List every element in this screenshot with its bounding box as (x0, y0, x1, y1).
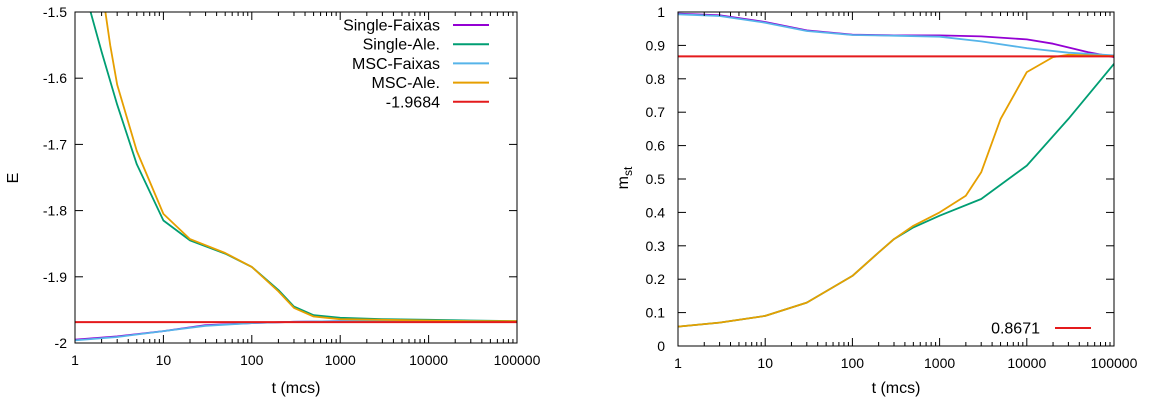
x-tick-label: 1000 (325, 352, 356, 368)
legend-label: 0.8671 (991, 321, 1040, 338)
legend-label: MSC-Faixas (352, 56, 440, 73)
y-tick-label: 0.9 (646, 37, 666, 53)
x-tick-label: 10 (757, 355, 773, 371)
y-axis-label: E (5, 173, 22, 184)
y-tick-label: -1.9 (43, 269, 67, 285)
y-tick-label: 0 (657, 338, 665, 354)
y-tick-label: -1.5 (43, 4, 67, 20)
y-tick-label: -1.7 (43, 136, 67, 152)
x-tick-label: 1 (71, 352, 79, 368)
legend: Single-Faixas Single-Ale. MSC-Faixas MSC-Al… (343, 18, 489, 111)
plot-frame (74, 11, 518, 344)
x-tick-label: 1000 (924, 355, 955, 371)
y-tick-label: 0.6 (646, 138, 666, 154)
series-line-4 (104, 12, 517, 323)
series-group (75, 12, 517, 342)
x-tick-label: 10000 (409, 352, 448, 368)
legend-label: Single-Ale. (363, 37, 440, 54)
y-tick-label: 0.8 (646, 71, 666, 87)
chart-1: 1 10 100 1000 10000 100000 -2 -1.9 -1.8 -1.7 -1.6 -… (5, 4, 541, 397)
y-tick-label: 0.1 (646, 305, 666, 321)
series-line-3 (678, 13, 1114, 57)
y-tick-label: -1.6 (43, 70, 67, 86)
x-tick-label: 10000 (1007, 355, 1046, 371)
series-line-2 (678, 63, 1114, 328)
y-tick-label: 1 (657, 4, 665, 20)
x-tick-label: 100 (240, 352, 264, 368)
y-tick-label: -1.8 (43, 203, 67, 219)
plot-frame (677, 11, 1115, 347)
y-tick-label: 0.7 (646, 104, 666, 120)
x-tick-label: 10 (156, 352, 172, 368)
x-tick-label: 100000 (494, 352, 541, 368)
y-tick-label: -2 (55, 335, 68, 351)
x-tick-label: 100 (841, 355, 865, 371)
legend-label: -1.9684 (386, 94, 440, 111)
chart-2: 1 10 100 1000 10000 100000 0 0.1 0.2 0.3 0.4 0.5 0.6… (615, 4, 1138, 397)
y-tick-label: 0.4 (646, 204, 666, 220)
legend-label: MSC-Ale. (372, 75, 440, 92)
y-tick-label: 0.3 (646, 238, 666, 254)
x-axis-label: t (mcs) (272, 380, 321, 397)
y-tick-label: 0.2 (646, 271, 666, 287)
series-line-1 (75, 320, 517, 341)
series-line-3 (75, 320, 517, 342)
legend-label: Single-Faixas (343, 18, 440, 35)
x-tick-label: 100000 (1091, 355, 1138, 371)
series-group (678, 12, 1114, 328)
series-line-4 (678, 53, 1114, 328)
y-axis-label: mst (615, 166, 635, 189)
y-tick-label: 0.5 (646, 171, 666, 187)
x-tick-label: 1 (674, 355, 682, 371)
x-axis-label: t (mcs) (872, 380, 921, 397)
legend: 0.8671 (991, 321, 1091, 338)
